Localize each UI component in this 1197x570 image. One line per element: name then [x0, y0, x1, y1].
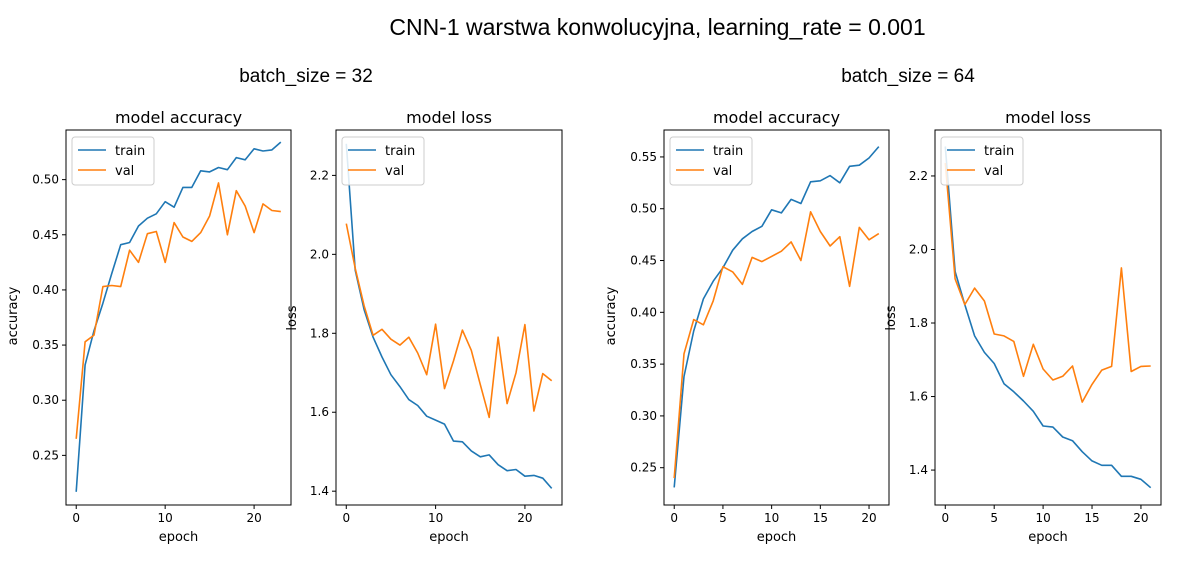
group-title-batch-64: batch_size = 64: [841, 66, 975, 87]
bs32-accuracy-legend-label-val: val: [115, 164, 134, 179]
bs64-accuracy-legend-box: [669, 136, 753, 186]
bs64-accuracy-x-axis-label: epoch: [757, 530, 797, 545]
bs64-loss-x-tick-label: 0: [941, 511, 949, 525]
bs32-loss-legend-box: [341, 136, 425, 186]
bs64-accuracy-series-train-line: [673, 146, 880, 488]
bs64-accuracy-x-tick-label: 20: [861, 511, 876, 525]
bs32-loss-y-tick-label: 1.4: [310, 484, 329, 498]
bs32-loss-y-tick-label: 1.8: [310, 326, 329, 340]
bs64-accuracy-y-tick-label: 0.30: [630, 409, 657, 423]
bs32-accuracy-y-tick-label: 0.40: [32, 283, 59, 297]
bs32-accuracy-title: model accuracy: [115, 108, 242, 127]
bs64-loss-legend-box: [940, 136, 1024, 186]
bs32-loss-plot-frame: [335, 129, 563, 506]
bs64-loss-x-tick-label: 15: [1084, 511, 1099, 525]
bs32-loss-y-tick-label: 2.0: [310, 247, 329, 261]
bs32-loss-x-tick-label: 20: [517, 511, 532, 525]
bs32-accuracy-y-tick-label: 0.30: [32, 393, 59, 407]
bs64-accuracy-plot-frame: [663, 129, 890, 506]
bs64-accuracy-y-tick-label: 0.45: [630, 254, 657, 268]
bs64-accuracy-legend: train val: [669, 136, 753, 186]
bs64-loss-y-axis-label: loss: [884, 305, 899, 330]
bs64-loss-y-tick-label: 1.6: [909, 390, 928, 404]
bs32-loss-x-tick-label: 10: [428, 511, 443, 525]
bs64-loss-legend-label-train: train: [984, 144, 1014, 159]
bs64-accuracy-x-tick-label: 10: [764, 511, 779, 525]
bs32-accuracy-plot-frame: [65, 129, 292, 506]
bs32-loss-legend-label-val: val: [385, 164, 404, 179]
bs32-accuracy-y-tick-label: 0.35: [32, 338, 59, 352]
bs32-accuracy-series-val-line: [75, 182, 281, 439]
bs64-accuracy-series-val-line: [673, 211, 880, 479]
bs32-loss-y-axis-label: loss: [285, 305, 300, 330]
bs64-accuracy-y-tick-label: 0.50: [630, 202, 657, 216]
bs64-accuracy-x-tick-label: 5: [719, 511, 727, 525]
bs64-loss-series-train-line: [944, 146, 1152, 489]
figure-title: CNN-1 warstwa konwolucyjna, learning_rat…: [389, 14, 926, 40]
bs64-accuracy-y-tick-label: 0.55: [630, 150, 657, 164]
bs64-loss-x-tick-label: 5: [990, 511, 998, 525]
bs64-loss-legend-label-val: val: [984, 164, 1003, 179]
bs64-loss-y-tick-label: 1.4: [909, 463, 928, 477]
bs32-loss-title: model loss: [406, 108, 492, 127]
bs64-accuracy-legend-label-train: train: [713, 144, 743, 159]
bs32-loss-chart: 0 10 20 1.4 1.6 1.8 2.0 2.2 model loss epoch loss t…: [285, 108, 563, 545]
bs64-accuracy-y-tick-label: 0.25: [630, 461, 657, 475]
bs64-accuracy-y-tick-label: 0.35: [630, 357, 657, 371]
bs64-accuracy-title: model accuracy: [713, 108, 840, 127]
bs64-loss-y-tick-label: 1.8: [909, 316, 928, 330]
bs64-accuracy-y-axis-label: accuracy: [604, 286, 619, 345]
bs64-accuracy-legend-label-val: val: [713, 164, 732, 179]
bs32-accuracy-y-tick-label: 0.50: [32, 173, 59, 187]
bs32-loss-legend: train val: [341, 136, 425, 186]
bs32-accuracy-y-tick-label: 0.45: [32, 228, 59, 242]
bs32-loss-legend-label-train: train: [385, 144, 415, 159]
bs64-loss-y-tick-label: 2.2: [909, 169, 928, 183]
bs64-accuracy-y-tick-label: 0.40: [630, 305, 657, 319]
bs64-loss-chart: 0 5 10 15 20 1.4 1.6 1.8 2.0 2.2 model loss epoch lo…: [884, 108, 1162, 545]
bs64-loss-plot-frame: [934, 129, 1162, 506]
bs32-loss-series-train-line: [345, 143, 553, 489]
bs32-loss-x-tick-label: 0: [342, 511, 350, 525]
bs32-accuracy-chart: 0 10 20 0.25 0.30 0.35 0.40 0.45 0.50 model accur…: [6, 108, 292, 545]
bs64-loss-x-tick-label: 10: [1035, 511, 1050, 525]
bs64-accuracy-x-tick-label: 0: [670, 511, 678, 525]
bs32-accuracy-legend-box: [71, 136, 155, 186]
bs32-accuracy-y-tick-label: 0.25: [32, 448, 59, 462]
bs32-accuracy-x-tick-label: 0: [72, 511, 80, 525]
bs32-accuracy-x-tick-label: 20: [246, 511, 261, 525]
bs64-loss-title: model loss: [1005, 108, 1091, 127]
bs64-accuracy-x-tick-label: 15: [813, 511, 828, 525]
bs64-loss-series-val-line: [944, 163, 1151, 403]
bs32-loss-x-axis-label: epoch: [429, 530, 469, 545]
bs32-accuracy-legend-label-train: train: [115, 144, 145, 159]
bs32-loss-series-val-line: [345, 223, 553, 419]
bs64-loss-x-tick-label: 20: [1133, 511, 1148, 525]
bs32-accuracy-y-axis-label: accuracy: [6, 286, 21, 345]
bs32-loss-y-tick-label: 1.6: [310, 405, 329, 419]
bs32-accuracy-x-axis-label: epoch: [159, 530, 199, 545]
bs32-accuracy-series-train-line: [75, 141, 282, 492]
bs64-loss-y-tick-label: 2.0: [909, 242, 928, 256]
bs64-loss-legend: train val: [940, 136, 1024, 186]
bs64-accuracy-chart: 0 5 10 15 20 0.25 0.30 0.35 0.40 0.45 0.50 0.55 mode…: [604, 108, 890, 545]
bs32-loss-y-tick-label: 2.2: [310, 168, 329, 182]
bs32-accuracy-x-tick-label: 10: [158, 511, 173, 525]
group-title-batch-32: batch_size = 32: [239, 66, 373, 87]
bs64-loss-x-axis-label: epoch: [1028, 530, 1068, 545]
bs32-accuracy-legend: train val: [71, 136, 155, 186]
